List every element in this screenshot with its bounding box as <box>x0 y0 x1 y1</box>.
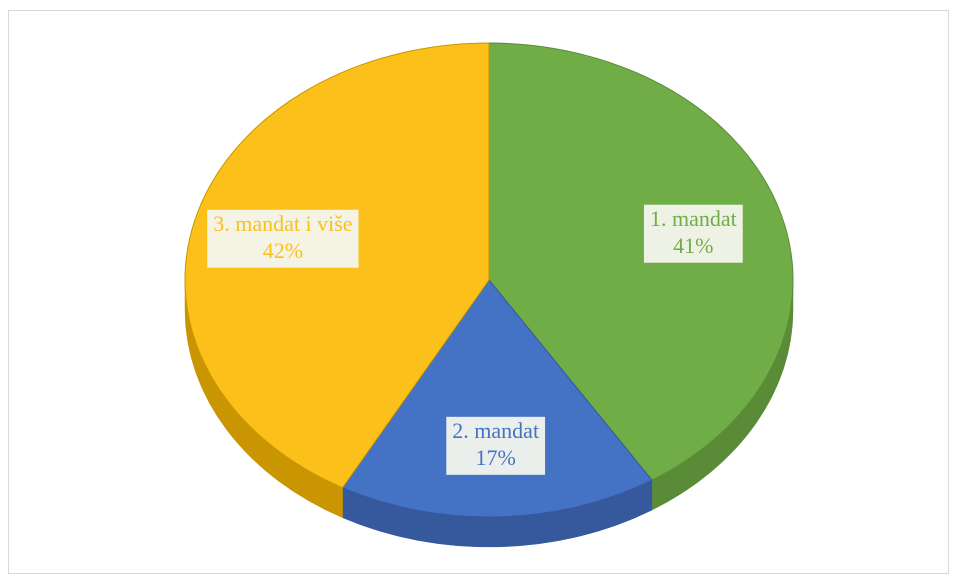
data-label-category: 2. mandat <box>452 418 539 443</box>
data-label-box <box>205 207 361 270</box>
data-label-value: 41% <box>673 233 713 258</box>
slice <box>488 42 794 481</box>
data-label-value: 17% <box>476 445 516 470</box>
slice <box>341 279 653 518</box>
data-label-value: 42% <box>263 238 303 263</box>
data-label-category: 1. mandat <box>650 206 737 231</box>
data-label-box <box>641 202 745 265</box>
data-label-box <box>444 414 548 477</box>
data-label-category: 3. mandat i više <box>213 211 352 236</box>
